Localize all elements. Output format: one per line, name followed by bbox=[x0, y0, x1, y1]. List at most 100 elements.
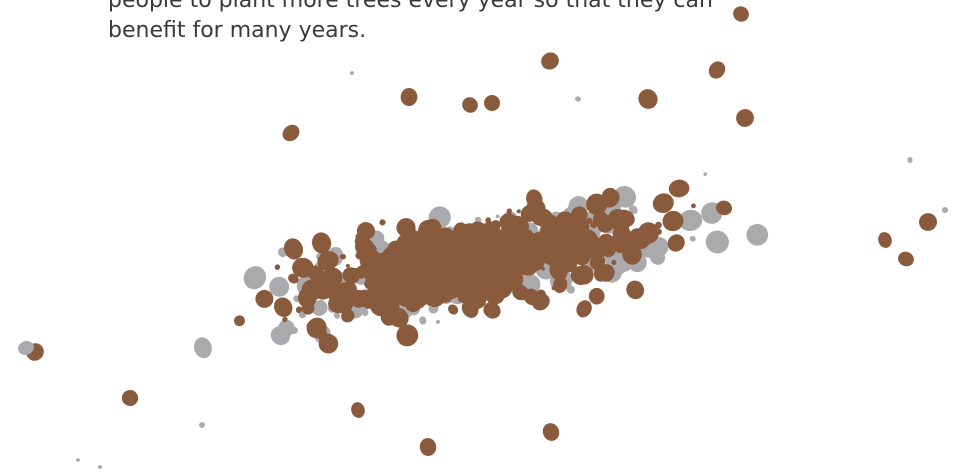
brown-pebble bbox=[576, 300, 592, 318]
brown-pebble bbox=[366, 244, 377, 255]
brown-pebble bbox=[306, 317, 327, 339]
brown-pebble bbox=[322, 267, 343, 288]
gray-pebble bbox=[277, 319, 295, 337]
gray-pebble bbox=[566, 285, 575, 294]
brown-pebble bbox=[460, 240, 481, 259]
brown-pebble bbox=[614, 244, 624, 254]
brown-pebble bbox=[380, 306, 399, 326]
gray-pebble bbox=[193, 337, 212, 359]
brown-pebble bbox=[351, 267, 358, 274]
brown-pebble bbox=[601, 188, 620, 208]
brown-pebble bbox=[330, 284, 337, 291]
brown-pebble bbox=[301, 301, 315, 315]
brown-pebble bbox=[318, 277, 324, 283]
brown-pebble bbox=[516, 209, 521, 214]
gray-pebble bbox=[362, 310, 369, 317]
brown-pebble bbox=[448, 304, 459, 315]
brown-pebble bbox=[396, 218, 416, 238]
brown-pebble bbox=[569, 231, 581, 243]
brown-pebble bbox=[597, 264, 615, 282]
outlier-pebble bbox=[483, 95, 500, 111]
body-text-line-2: benefit for many years. bbox=[108, 18, 367, 43]
brown-pebble bbox=[490, 220, 501, 231]
outlier-pebble bbox=[76, 458, 80, 462]
brown-pebble bbox=[274, 264, 281, 270]
outlier-pebble bbox=[575, 96, 581, 102]
brown-pebble bbox=[317, 251, 339, 271]
brown-pebble bbox=[611, 259, 617, 266]
gray-pebble bbox=[243, 266, 267, 290]
outlier-pebble bbox=[542, 423, 560, 441]
outlier-pebble bbox=[708, 61, 726, 79]
outlier-pebble bbox=[541, 52, 559, 70]
gray-pebble bbox=[678, 209, 703, 232]
brown-pebble bbox=[282, 317, 288, 323]
brown-pebble bbox=[503, 269, 524, 289]
outlier-pebbles bbox=[18, 6, 949, 469]
outlier-pebble bbox=[351, 402, 365, 418]
brown-pebble bbox=[526, 189, 543, 209]
outlier-pebble bbox=[878, 232, 892, 248]
brown-pebble bbox=[483, 302, 501, 319]
brown-pebble bbox=[316, 273, 323, 279]
brown-pebble bbox=[312, 232, 332, 254]
brown-pebble bbox=[365, 270, 385, 290]
brown-pebble bbox=[504, 242, 526, 263]
brown-pebble bbox=[305, 265, 316, 275]
outlier-pebble bbox=[199, 422, 205, 428]
outlier-pebble bbox=[350, 71, 354, 75]
brown-pebble bbox=[558, 233, 566, 242]
brown-pebble bbox=[582, 238, 603, 259]
brown-pebble bbox=[506, 208, 512, 215]
brown-pebble bbox=[667, 234, 685, 252]
outlier-pebble bbox=[282, 124, 300, 142]
brown-pebble bbox=[345, 264, 350, 268]
gray-pebble bbox=[705, 230, 729, 254]
body-paragraph: people to plant more trees every year so… bbox=[108, 0, 713, 46]
gray-pebble bbox=[311, 299, 328, 316]
outlier-pebble bbox=[733, 6, 749, 22]
brown-pebble bbox=[391, 260, 412, 281]
brown-pebble bbox=[288, 273, 299, 284]
brown-pebble bbox=[607, 208, 628, 229]
brown-pebble bbox=[469, 221, 487, 239]
outlier-pebble bbox=[898, 251, 914, 267]
brown-pebble bbox=[410, 290, 427, 310]
brown-pebble bbox=[585, 217, 593, 224]
brown-pebble bbox=[273, 297, 293, 317]
brown-pebble bbox=[411, 268, 431, 290]
outlier-pebble bbox=[400, 88, 418, 106]
brown-pebble bbox=[652, 193, 674, 214]
outlier-pebble bbox=[419, 438, 437, 456]
brown-pebble bbox=[626, 280, 645, 300]
outlier-pebble bbox=[98, 465, 102, 469]
brown-pebble bbox=[592, 220, 598, 226]
outlier-pebble bbox=[907, 157, 913, 163]
brown-pebble bbox=[262, 299, 268, 305]
brown-pebble bbox=[255, 289, 274, 308]
brown-pebble bbox=[715, 200, 733, 216]
brown-pebble bbox=[283, 238, 304, 260]
brown-pebble bbox=[625, 235, 643, 252]
outlier-pebble bbox=[462, 97, 478, 113]
gray-pebble bbox=[613, 186, 637, 208]
brown-pebble bbox=[234, 315, 245, 327]
brown-pebble bbox=[590, 199, 597, 206]
gray-pebble bbox=[703, 172, 708, 176]
brown-pebble bbox=[358, 297, 363, 302]
outlier-pebble bbox=[18, 341, 34, 355]
brown-pebble bbox=[562, 213, 583, 233]
gray-pebble bbox=[419, 316, 427, 325]
brown-pebble bbox=[429, 289, 441, 301]
brown-pebble bbox=[655, 228, 662, 235]
brown-pebble bbox=[355, 233, 362, 240]
brown-pebble bbox=[468, 267, 481, 280]
gray-pebble bbox=[689, 235, 696, 242]
brown-pebble bbox=[498, 225, 519, 246]
brown-pebble bbox=[374, 252, 392, 268]
brown-pebble bbox=[553, 276, 568, 294]
brown-pebble bbox=[668, 179, 690, 198]
brown-pebble bbox=[396, 324, 419, 347]
